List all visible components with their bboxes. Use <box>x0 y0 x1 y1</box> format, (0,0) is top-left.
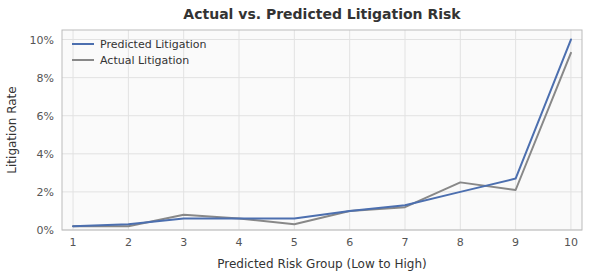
series-line <box>73 53 571 226</box>
y-grid-line <box>62 115 582 116</box>
x-grid-line <box>515 30 516 230</box>
x-tick-label: 8 <box>457 236 464 249</box>
y-grid-line <box>62 77 582 78</box>
x-tick-label: 2 <box>125 236 132 249</box>
legend-label: Actual Litigation <box>100 54 189 67</box>
legend-swatch <box>72 59 94 61</box>
x-grid-line <box>239 30 240 230</box>
x-grid-line <box>294 30 295 230</box>
x-tick-label: 4 <box>236 236 243 249</box>
y-tick-label: 2% <box>37 186 54 199</box>
y-tick-label: 4% <box>37 148 54 161</box>
x-tick-label: 3 <box>180 236 187 249</box>
legend-label: Predicted Litigation <box>100 38 207 51</box>
y-tick-label: 10% <box>30 34 54 47</box>
chart: 0% 2% 4% 6% 8% 10% 1 2 3 4 5 6 7 8 9 10 Predicted Litiga… <box>0 0 600 276</box>
y-grid-line <box>62 153 582 154</box>
x-grid-line <box>349 30 350 230</box>
x-axis-label: Predicted Risk Group (Low to High) <box>217 257 426 271</box>
x-tick-label: 6 <box>346 236 353 249</box>
series-line <box>73 40 571 227</box>
plot-frame <box>62 30 582 230</box>
y-grid-line <box>62 191 582 192</box>
x-tick-label: 10 <box>564 236 578 249</box>
y-tick-label: 0% <box>37 224 54 237</box>
x-grid-line <box>404 30 405 230</box>
legend-swatch <box>72 43 94 45</box>
lines <box>73 40 571 227</box>
x-grid-line <box>570 30 571 230</box>
chart-title: Actual vs. Predicted Litigation Risk <box>183 6 461 22</box>
y-tick-label: 6% <box>37 110 54 123</box>
x-tick-label: 5 <box>291 236 298 249</box>
x-tick-label: 9 <box>512 236 519 249</box>
y-tick-label: 8% <box>37 72 54 85</box>
grid <box>62 30 582 230</box>
x-tick-label: 7 <box>401 236 408 249</box>
y-axis-label: Litigation Rate <box>5 86 19 173</box>
plot-area <box>62 30 582 230</box>
legend: Predicted Litigation Actual Litigation <box>72 38 207 67</box>
x-tick-label: 1 <box>70 236 77 249</box>
x-grid-line <box>460 30 461 230</box>
